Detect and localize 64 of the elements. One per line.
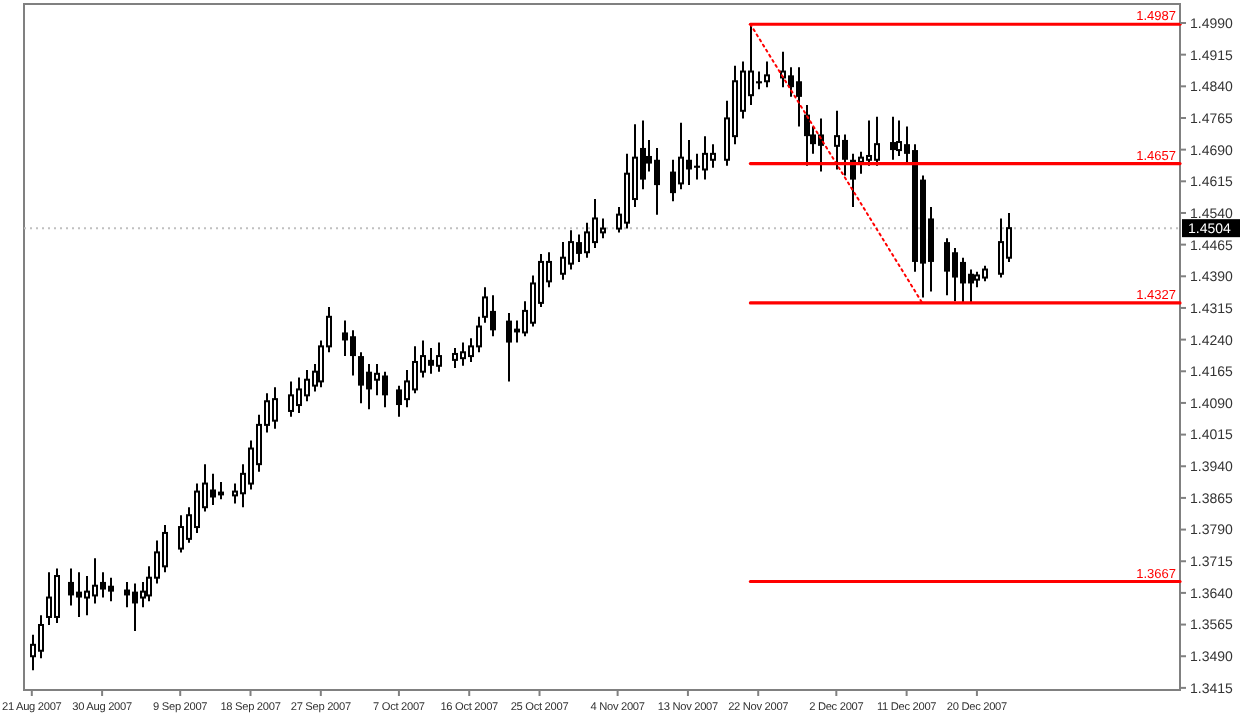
candlestick <box>194 482 200 534</box>
candlestick <box>960 256 966 304</box>
candlestick <box>374 363 380 397</box>
candlestick <box>694 152 700 181</box>
candlestick <box>46 571 52 626</box>
candlestick <box>68 567 74 607</box>
candlestick <box>654 146 660 216</box>
candlestick <box>460 341 466 367</box>
candlestick <box>952 247 958 303</box>
candlestick <box>702 135 708 181</box>
candlestick <box>890 115 896 161</box>
candlestick <box>866 119 872 167</box>
candlestick <box>804 103 810 167</box>
candlestick <box>568 229 574 271</box>
candlestick <box>382 370 388 409</box>
candlestick <box>576 233 582 263</box>
candlestick <box>84 575 90 617</box>
candlestick <box>132 582 138 632</box>
candlestick <box>92 557 98 605</box>
candlestick <box>796 66 802 128</box>
candlestick <box>858 150 864 175</box>
candlestick <box>404 369 410 409</box>
candlestick <box>296 376 302 415</box>
candlestick <box>842 133 848 177</box>
candlestick <box>560 241 566 281</box>
candlestick <box>54 567 60 624</box>
candlestick <box>584 221 590 259</box>
candlestick <box>428 347 434 375</box>
candlestick <box>210 472 216 507</box>
candlestick <box>600 217 606 240</box>
candlestick <box>490 294 496 338</box>
candlestick <box>998 217 1004 279</box>
candlestick <box>944 237 950 297</box>
candlestick <box>686 138 692 187</box>
candlestick <box>678 121 684 191</box>
candlestick <box>874 115 880 167</box>
candlestick <box>896 119 902 157</box>
candlestick <box>366 363 372 411</box>
candlestick <box>452 347 458 369</box>
candlestick <box>592 198 598 249</box>
candlestick <box>358 351 364 405</box>
candlestick <box>764 60 770 89</box>
candlestick <box>288 380 294 418</box>
candlestick <box>818 117 824 173</box>
candlestick <box>162 523 168 574</box>
candlestick <box>108 576 114 603</box>
candlestick <box>100 571 106 599</box>
candlestick <box>342 319 348 358</box>
candlestick <box>968 268 974 304</box>
candlestick <box>506 312 512 383</box>
candlestick <box>304 369 310 403</box>
candlestick <box>38 614 44 660</box>
candlestick <box>412 345 418 395</box>
candlestick <box>788 66 794 98</box>
candlestick <box>748 23 754 106</box>
candlestick <box>76 571 82 618</box>
candlestick <box>396 384 402 418</box>
candlestick <box>178 514 184 554</box>
candlestick <box>272 386 278 430</box>
candlestick <box>834 109 840 171</box>
candlestick <box>436 341 442 373</box>
candlestick <box>670 158 676 203</box>
candlestick <box>710 143 716 169</box>
candlestick <box>350 329 356 377</box>
